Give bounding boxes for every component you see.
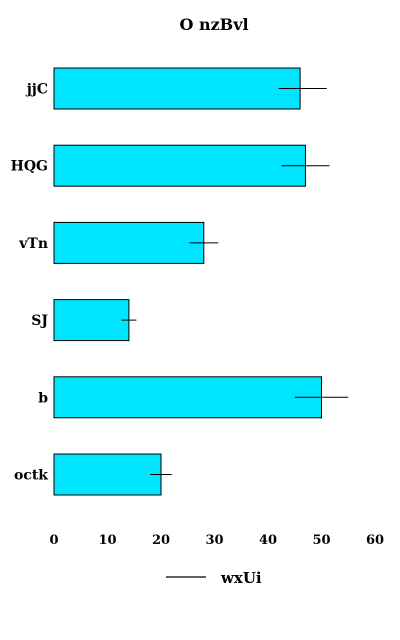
x-tick-30: 30 [205, 533, 223, 548]
x-tick-10: 10 [98, 533, 116, 548]
bars-group [53, 67, 322, 496]
bar-octk [53, 453, 162, 496]
bar-vTn [53, 221, 205, 264]
x-tick-50: 50 [312, 533, 330, 548]
chart-title: O nzBvl [179, 15, 248, 34]
category-label-b: b [38, 390, 48, 406]
bar-SJ [53, 299, 130, 342]
legend-label: wxUi [220, 569, 262, 587]
bar-jjC [53, 67, 301, 110]
category-label-HQG: HQG [11, 159, 48, 175]
x-tick-20: 20 [152, 533, 170, 548]
x-tick-40: 40 [259, 533, 277, 548]
x-tick-0: 0 [49, 533, 58, 548]
category-label-jjC: jjC [25, 82, 48, 98]
error-bars-group [121, 88, 349, 475]
x-tick-60: 60 [366, 533, 384, 548]
bar-b [53, 376, 322, 419]
x-tick-labels: 0 10 20 30 40 50 60 [49, 533, 384, 548]
category-label-SJ: SJ [31, 313, 48, 329]
category-label-octk: octk [14, 468, 48, 484]
category-label-vTn: vTn [18, 236, 48, 252]
bar-HQG [53, 144, 306, 187]
legend: wxUi [166, 569, 262, 587]
category-labels: jjC HQG vTn SJ b octk [11, 82, 49, 484]
